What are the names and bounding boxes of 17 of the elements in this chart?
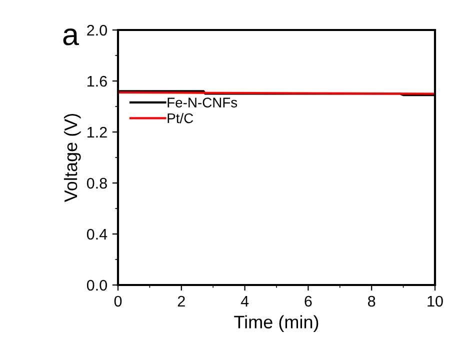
legend-label: Fe-N-CNFs [168, 98, 238, 108]
text: a [63, 28, 79, 46]
x-tick-label: 6 [304, 296, 312, 307]
y-axis-title: Voltage (V) [64, 114, 81, 202]
x-axis-title: Time (min) [234, 315, 318, 332]
y-tick-label: 0.8 [86, 178, 107, 189]
y-tick-label: 1.6 [88, 76, 107, 87]
x-tick-label: 8 [368, 296, 376, 307]
y-tick-label: 0.0 [86, 280, 107, 291]
y-tick-label: 2.0 [87, 24, 107, 36]
x-tick-label: 10 [428, 296, 443, 307]
y-tick-label: 1.2 [88, 126, 107, 138]
x-tick-label: 2 [178, 296, 185, 306]
x-tick-label: 4 [240, 296, 249, 306]
y-tick-label: 0.4 [86, 228, 108, 240]
legend-label: Pt/C [168, 112, 194, 124]
x-tick-label: 0 [114, 296, 122, 307]
